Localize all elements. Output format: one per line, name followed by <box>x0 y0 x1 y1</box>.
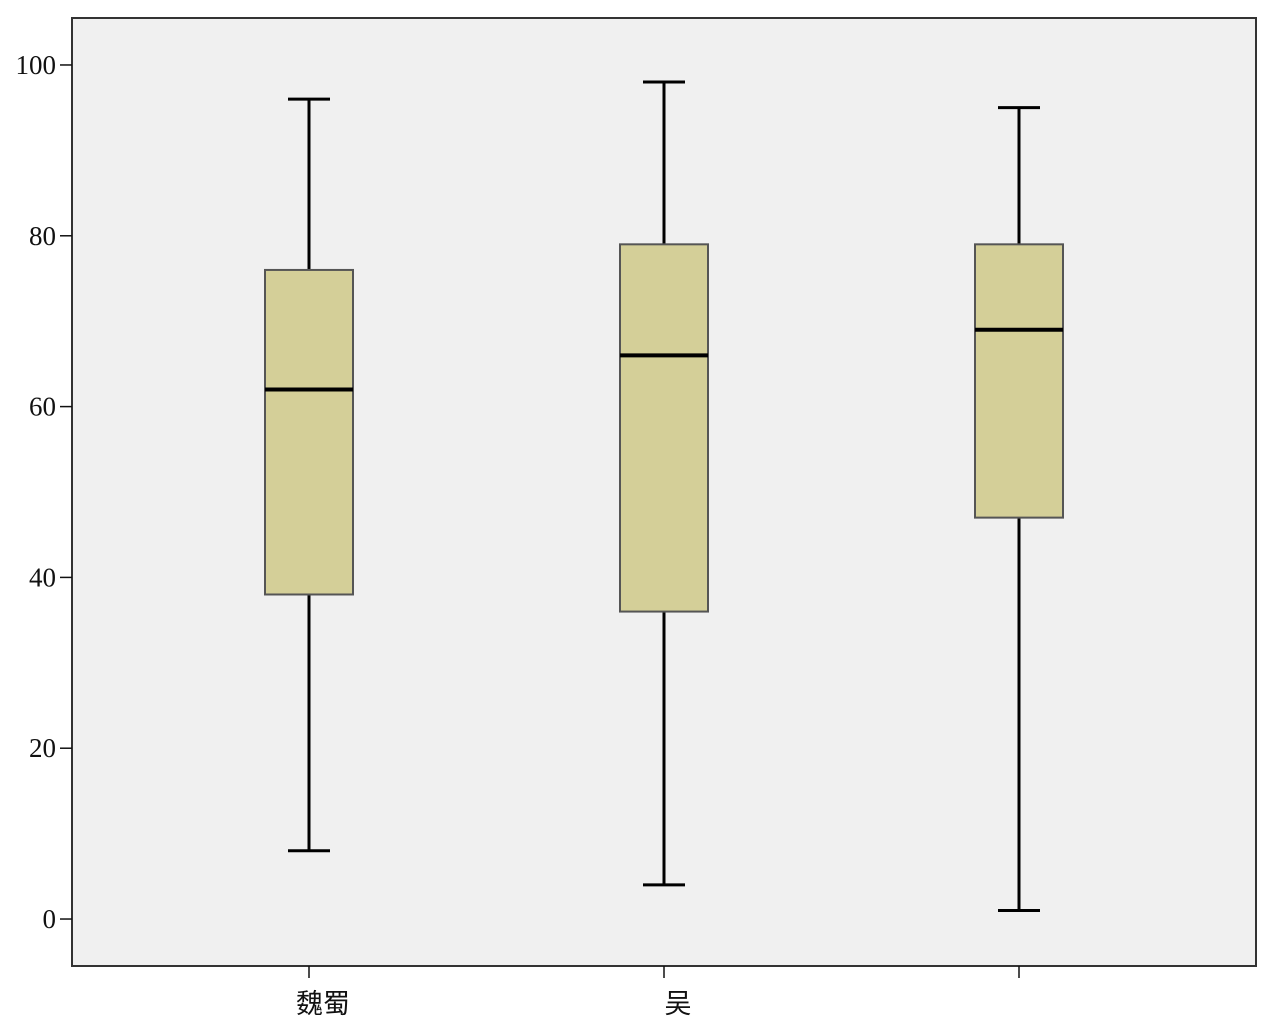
y-tick-label: 60 <box>29 392 56 422</box>
x-axis: 魏蜀 吴 <box>296 966 1020 1020</box>
x-tick-label: 吴 <box>665 989 692 1020</box>
iqr-box <box>264 268 354 596</box>
y-tick-label: 20 <box>29 733 56 763</box>
y-axis: 0 20 40 60 80 100 <box>16 50 72 934</box>
iqr-box <box>974 243 1064 519</box>
box-group <box>974 106 1064 912</box>
y-tick-label: 0 <box>43 904 57 934</box>
y-tick-label: 40 <box>29 562 56 592</box>
boxes-layer <box>264 80 1064 912</box>
iqr-box <box>619 243 709 613</box>
box-group <box>264 97 354 853</box>
x-tick-label: 魏蜀 <box>296 989 350 1020</box>
y-tick-label: 80 <box>29 221 56 251</box>
box-group <box>619 80 709 887</box>
y-tick-label: 100 <box>16 50 57 80</box>
